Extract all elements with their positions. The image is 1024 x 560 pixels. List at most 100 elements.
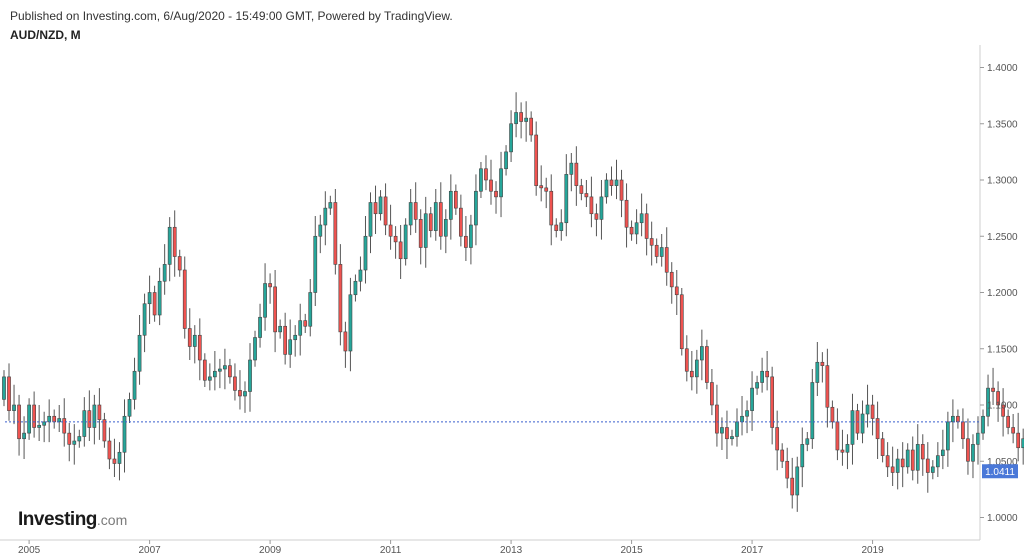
candle: [986, 374, 990, 427]
candle: [619, 169, 624, 218]
candle-body: [684, 348, 689, 372]
candle-body: [956, 415, 960, 423]
x-tick-label: 2007: [138, 545, 161, 556]
candle: [333, 189, 338, 275]
candle: [679, 288, 684, 356]
candle-body: [795, 466, 800, 496]
candle-body: [629, 226, 634, 235]
candle: [890, 446, 895, 486]
candle: [233, 363, 237, 401]
candle-body: [32, 404, 36, 428]
candle: [870, 394, 875, 436]
candle-body: [930, 466, 935, 473]
candle-body: [333, 202, 338, 265]
candle: [539, 165, 544, 202]
candle-body: [825, 365, 830, 408]
candle: [745, 400, 749, 434]
y-tick-label: 1.0000: [987, 513, 1018, 524]
x-tick-label: 2005: [18, 545, 41, 556]
candle: [303, 313, 308, 333]
candle: [905, 443, 910, 474]
candle-body: [22, 432, 26, 440]
last-price-badge: [982, 464, 1018, 479]
candle-body: [62, 418, 67, 434]
candle-body: [172, 226, 177, 257]
candle: [639, 193, 644, 237]
candle-body: [308, 292, 313, 327]
candle-body: [674, 286, 679, 296]
candle-body: [544, 187, 549, 192]
candle: [213, 351, 217, 391]
candle: [981, 409, 985, 440]
candle-body: [534, 134, 539, 186]
candle: [865, 384, 870, 428]
candle: [830, 400, 835, 429]
candle-body: [147, 292, 152, 305]
candle-body: [619, 179, 624, 201]
candle: [885, 442, 890, 477]
candle: [338, 244, 343, 346]
candle-body: [428, 213, 433, 231]
candle: [127, 392, 132, 423]
candle: [197, 318, 202, 381]
candle-body: [609, 179, 614, 186]
candle: [363, 216, 368, 284]
candle: [177, 249, 182, 277]
candle-body: [614, 179, 619, 186]
candle: [684, 335, 689, 382]
candle-body: [12, 404, 16, 411]
candle-body: [388, 224, 393, 237]
candle-body: [705, 346, 709, 383]
candle-body: [895, 458, 900, 473]
candle: [810, 369, 815, 449]
candle: [594, 203, 599, 237]
candle: [448, 174, 453, 240]
x-tick-label: 2015: [620, 545, 643, 556]
candle: [202, 353, 207, 387]
candle-body: [835, 421, 840, 451]
candle: [273, 270, 277, 353]
candle-body: [213, 370, 217, 378]
candle: [132, 357, 137, 410]
candle: [32, 391, 36, 438]
candle-body: [900, 458, 905, 468]
candle: [614, 159, 619, 200]
candle-body: [162, 264, 167, 282]
candle-body: [509, 123, 513, 153]
candle-body: [574, 162, 579, 186]
candle: [207, 363, 212, 391]
candle-body: [599, 196, 604, 220]
candle: [544, 177, 549, 209]
x-tick-label: 2019: [861, 545, 884, 556]
candle-body: [539, 185, 544, 189]
candle-body: [579, 185, 584, 194]
last-price-label: 1.0411: [985, 467, 1015, 478]
candle: [383, 183, 388, 236]
candle-body: [418, 219, 423, 248]
candle: [956, 409, 960, 429]
candle-body: [464, 235, 468, 248]
candle: [308, 279, 313, 337]
candle-body: [649, 238, 654, 246]
candle-body: [383, 196, 388, 226]
candle-body: [82, 410, 87, 437]
candle: [82, 397, 87, 447]
candle: [875, 401, 880, 459]
candle: [850, 393, 855, 465]
candle: [805, 432, 810, 452]
candle-body: [805, 438, 810, 445]
candle: [509, 110, 513, 162]
candle-body: [594, 213, 599, 220]
candle: [42, 411, 47, 443]
logo-suffix-text: .com: [96, 512, 128, 528]
candle-body: [228, 365, 232, 378]
candle-body: [790, 477, 795, 496]
y-tick-label: 1.0500: [987, 457, 1018, 468]
candle: [117, 442, 122, 481]
candle: [228, 358, 232, 384]
candle: [353, 274, 358, 302]
candle: [57, 405, 62, 432]
candle: [624, 183, 629, 248]
candle-body: [981, 415, 985, 434]
